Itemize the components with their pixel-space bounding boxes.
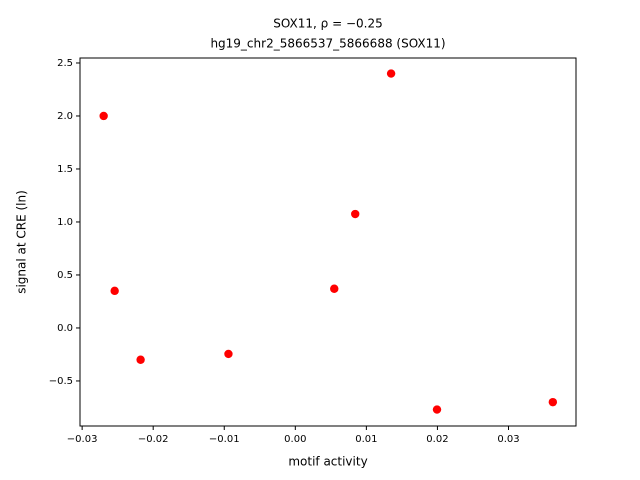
y-tick-label: 1.5 [57,164,73,175]
x-axis-label: motif activity [288,455,367,469]
y-tick-label: 2.5 [57,58,73,69]
y-tick-label: 2.0 [57,111,73,122]
chart-subtitle: hg19_chr2_5866537_5866688 (SOX11) [210,37,445,51]
y-tick-label: −0.5 [49,376,73,387]
y-tick-label: 1.0 [57,217,73,228]
y-axis-label: signal at CRE (ln) [15,190,29,294]
x-tick-label: 0.01 [355,434,377,445]
y-tick-label: 0.0 [57,323,73,334]
y-tick-label: 0.5 [57,270,73,281]
x-tick-label: −0.02 [138,434,169,445]
x-tick-label: 0.00 [284,434,306,445]
x-tick-label: −0.01 [209,434,240,445]
x-tick-label: −0.03 [67,434,98,445]
point [330,284,339,293]
x-tick-label: 0.02 [426,434,448,445]
chart-title: SOX11, ρ = −0.25 [273,17,383,31]
point [99,111,108,121]
point [386,69,396,78]
point [548,397,558,407]
point [224,349,233,359]
point [351,209,360,219]
point [110,286,119,296]
point [136,355,145,364]
point [432,405,442,414]
x-tick-label: 0.03 [497,434,519,445]
axes-frame [79,57,577,427]
